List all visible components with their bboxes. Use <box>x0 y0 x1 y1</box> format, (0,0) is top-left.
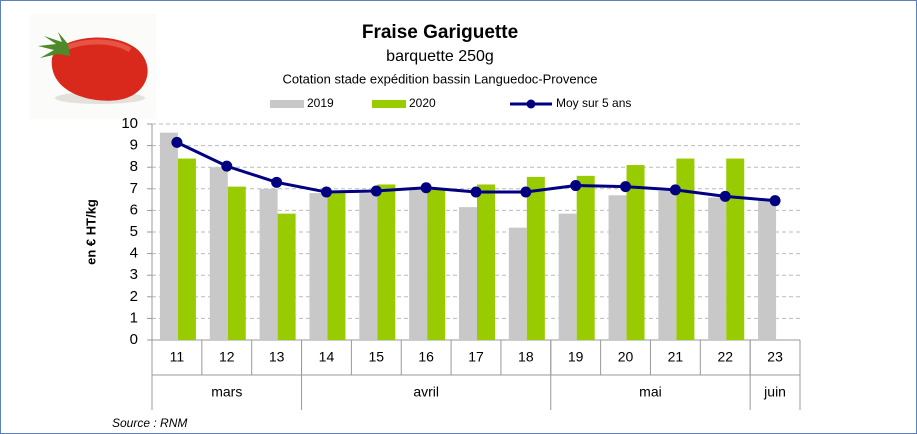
bar <box>477 184 495 340</box>
legend-swatch <box>372 100 406 108</box>
marker <box>670 184 681 195</box>
chart-subtitle: barquette 250g <box>386 48 494 65</box>
marker <box>421 182 432 193</box>
strawberry-image <box>30 14 156 119</box>
x-tick-label: 19 <box>568 349 584 365</box>
y-tick-label: 6 <box>130 201 138 218</box>
bar <box>228 187 246 340</box>
y-tick-label: 4 <box>130 245 138 262</box>
bar <box>459 207 477 340</box>
legend-swatch <box>270 100 304 108</box>
group-label: mai <box>639 384 662 400</box>
y-tick-label: 2 <box>130 288 138 305</box>
bar <box>708 197 726 340</box>
y-tick-label: 3 <box>130 266 138 283</box>
marker <box>371 185 382 196</box>
bar <box>427 189 445 340</box>
x-tick-label: 22 <box>717 349 733 365</box>
y-tick-label: 9 <box>130 137 138 154</box>
bar <box>758 200 776 340</box>
bar <box>359 193 377 340</box>
chart-description: Cotation stade expédition bassin Langued… <box>282 71 597 86</box>
legend-swatch <box>527 100 536 109</box>
y-tick-label: 5 <box>130 223 138 240</box>
x-tick-label: 17 <box>468 349 484 365</box>
bar <box>627 165 645 340</box>
group-label: avril <box>413 384 439 400</box>
bar <box>160 133 178 340</box>
legend-label: 2019 <box>307 96 334 110</box>
marker <box>520 187 531 198</box>
bar <box>178 159 196 340</box>
x-tick-label: 14 <box>319 349 335 365</box>
marker <box>271 177 282 188</box>
bar <box>577 176 595 340</box>
x-tick-label: 16 <box>418 349 434 365</box>
y-tick-label: 0 <box>130 331 138 348</box>
y-tick-label: 10 <box>121 115 138 132</box>
x-tick-label: 15 <box>369 349 385 365</box>
bar <box>327 193 345 340</box>
chart-title: Fraise Gariguette <box>362 22 518 43</box>
chart: Fraise Gariguette barquette 250g Cotatio… <box>0 0 917 434</box>
legend-label: 2020 <box>409 96 436 110</box>
marker <box>770 195 781 206</box>
bar <box>726 159 744 340</box>
x-tick-label: 18 <box>518 349 534 365</box>
marker <box>720 191 731 202</box>
legend-label: Moy sur 5 ans <box>556 96 631 110</box>
bar <box>527 177 545 340</box>
y-tick-label: 8 <box>130 158 138 175</box>
bar <box>309 193 327 340</box>
group-label: juin <box>763 384 786 400</box>
marker <box>570 180 581 191</box>
group-label: mars <box>211 384 242 400</box>
marker <box>321 187 332 198</box>
marker <box>171 137 182 148</box>
x-tick-label: 20 <box>618 349 634 365</box>
bar <box>210 167 228 340</box>
bar <box>377 184 395 340</box>
x-tick-label: 23 <box>767 349 783 365</box>
source: Source : RNM <box>112 416 187 430</box>
bar <box>278 214 296 340</box>
bar <box>559 214 577 340</box>
x-tick-label: 11 <box>170 349 185 365</box>
bar <box>409 189 427 340</box>
bar <box>676 159 694 340</box>
marker <box>471 187 482 198</box>
marker <box>221 161 232 172</box>
x-tick-label: 13 <box>269 349 285 365</box>
x-tick-label: 12 <box>219 349 235 365</box>
y-axis-label: en € HT/kg <box>83 199 98 265</box>
y-tick-label: 1 <box>130 309 138 326</box>
x-tick-label: 21 <box>668 349 684 365</box>
bar <box>509 228 527 340</box>
marker <box>620 181 631 192</box>
bar <box>609 195 627 340</box>
y-tick-label: 7 <box>130 180 138 197</box>
bar <box>260 189 278 340</box>
bar <box>658 191 676 340</box>
